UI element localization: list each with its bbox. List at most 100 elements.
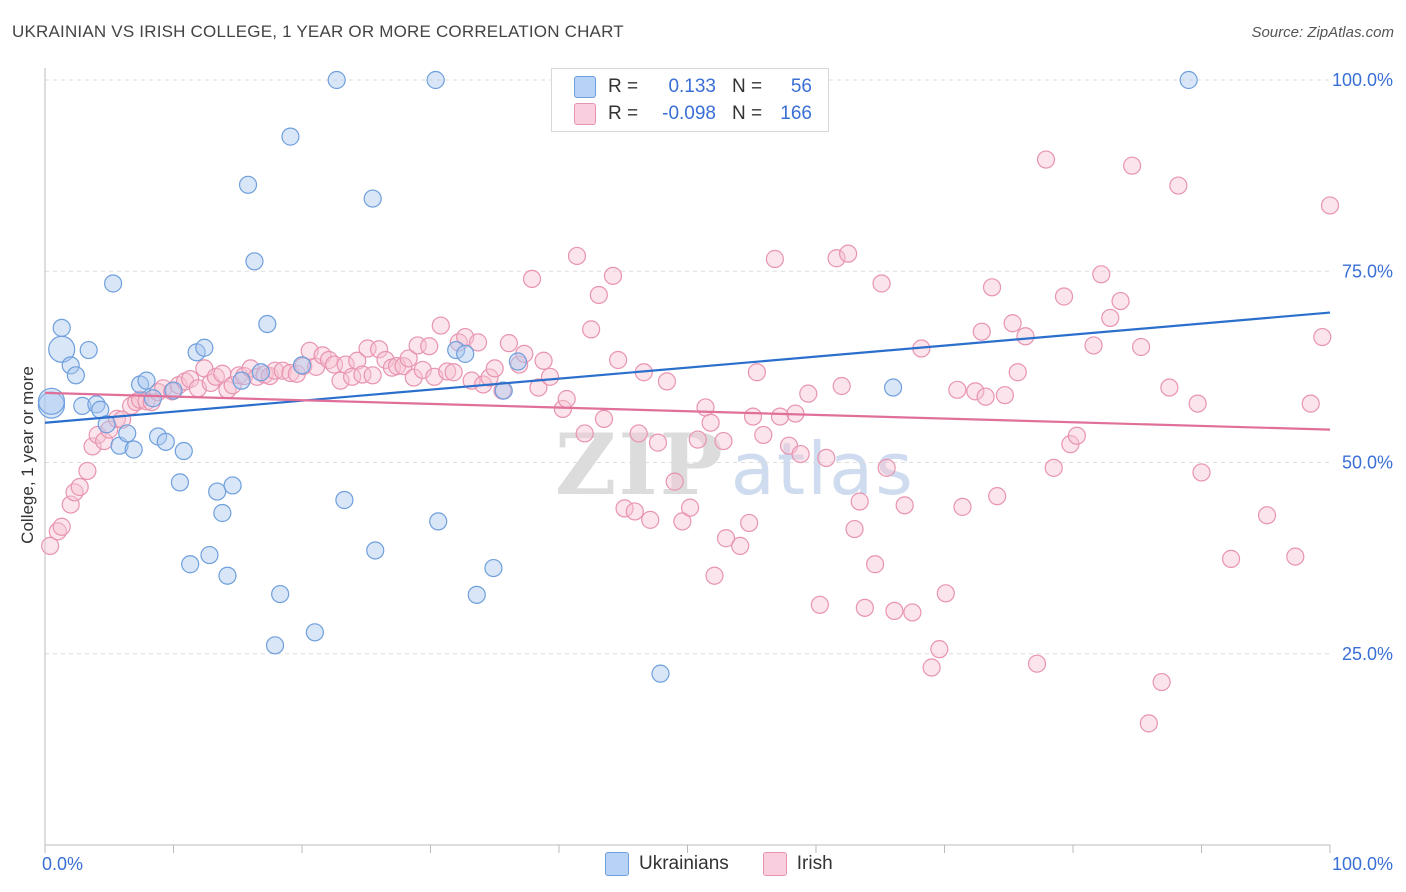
irish-point: [972, 322, 991, 341]
irish-point: [877, 458, 896, 477]
irish-point: [431, 316, 450, 335]
irish-point: [181, 370, 200, 389]
irish-point: [705, 566, 724, 585]
irish-point: [832, 376, 851, 396]
irish-point: [740, 513, 759, 533]
ukrainians-point: [651, 664, 670, 683]
irish-point: [850, 492, 869, 511]
irish-point: [648, 433, 668, 452]
irish-point: [754, 425, 773, 445]
ukrainians-point: [79, 340, 98, 360]
ukrainians-point: [156, 432, 175, 451]
y-tick-label: 50.0%: [1342, 453, 1393, 473]
watermark-atlas: atlas: [730, 427, 915, 511]
ukrainians-point: [281, 127, 300, 146]
irish-point: [953, 497, 972, 516]
irish-point: [657, 372, 677, 391]
irish-point: [363, 366, 382, 385]
irish-point: [1003, 314, 1022, 333]
ukrainians-swatch: [605, 852, 629, 876]
ukrainians-point: [174, 441, 193, 461]
legend-item-irish[interactable]: Irish: [762, 852, 833, 876]
irish-point: [1044, 458, 1063, 477]
ukrainians-point: [137, 371, 156, 390]
irish-point: [594, 409, 614, 428]
irish-point: [370, 340, 389, 359]
irish-point: [936, 584, 955, 603]
irish-point: [52, 517, 71, 536]
irish-point: [348, 351, 367, 370]
irish-point: [1123, 156, 1142, 175]
irish-point: [770, 407, 790, 426]
ukrainians-point: [245, 252, 264, 271]
r-label: R =: [608, 76, 639, 97]
irish-point: [817, 448, 836, 468]
ukrainians-point: [508, 352, 527, 371]
irish-point: [966, 382, 985, 401]
ukrainians-point: [335, 490, 354, 510]
irish-point: [976, 387, 995, 406]
irish-point: [810, 595, 829, 614]
irish-point: [995, 386, 1014, 405]
irish-point: [1160, 378, 1179, 397]
ukrainians-point: [467, 585, 486, 604]
irish-point: [1257, 506, 1277, 525]
irish-swatch: [762, 852, 787, 876]
irish-point: [331, 371, 350, 390]
ukrainians-point: [363, 189, 382, 208]
ukrainians-swatch: [574, 76, 596, 98]
irish-point: [629, 424, 648, 443]
ukrainians-point: [195, 338, 214, 357]
r-value: 0.133: [668, 76, 716, 97]
y-tick-label: 100.0%: [1332, 70, 1393, 90]
ukrainians-point: [118, 424, 137, 443]
irish-point: [872, 274, 891, 293]
ukrainians-point: [104, 274, 123, 293]
source-label: Source: ZipAtlas.com: [1251, 24, 1394, 41]
irish-point: [731, 536, 750, 555]
irish-point: [1016, 327, 1035, 346]
r-value: -0.098: [662, 103, 716, 124]
irish-point: [680, 498, 700, 517]
irish-point: [1152, 672, 1171, 692]
irish-point: [70, 477, 89, 497]
ukrainians-point: [164, 381, 183, 400]
irish-point: [714, 431, 733, 451]
irish-point: [791, 444, 810, 464]
irish-point: [534, 351, 553, 370]
irish-point: [265, 361, 285, 380]
irish-point: [353, 365, 372, 384]
ukrainians-point: [258, 314, 277, 334]
irish-point: [485, 359, 504, 378]
irish-point: [625, 502, 644, 521]
irish-point: [988, 487, 1007, 506]
irish-point: [444, 363, 463, 382]
irish-point: [510, 355, 529, 374]
legend-item-ukrainians[interactable]: Ukrainians: [605, 852, 729, 876]
irish-swatch: [574, 103, 596, 125]
irish-point: [399, 349, 418, 368]
ukrainians-point: [494, 381, 513, 400]
irish-point: [1084, 336, 1103, 355]
series-legend: Ukrainians Irish: [605, 852, 867, 876]
irish-point: [540, 367, 560, 386]
ukrainians-point: [213, 503, 232, 523]
irish-point: [575, 424, 594, 443]
irish-point: [1008, 363, 1027, 382]
irish-point: [673, 512, 692, 531]
ukrainians-point: [456, 344, 475, 363]
ukrainians-point: [208, 482, 227, 501]
irish-point: [522, 269, 542, 288]
n-label: N =: [732, 103, 763, 124]
ukrainians-point: [484, 558, 503, 578]
irish-point: [589, 285, 608, 305]
irish-point: [420, 337, 439, 356]
irish-point: [716, 529, 736, 548]
n-label: N =: [732, 76, 763, 97]
ukrainians-point: [251, 363, 270, 382]
ukrainians-point: [429, 512, 448, 531]
ukrainians-point: [37, 387, 66, 415]
legend-label-irish: Irish: [796, 853, 833, 874]
irish-point: [743, 407, 763, 426]
